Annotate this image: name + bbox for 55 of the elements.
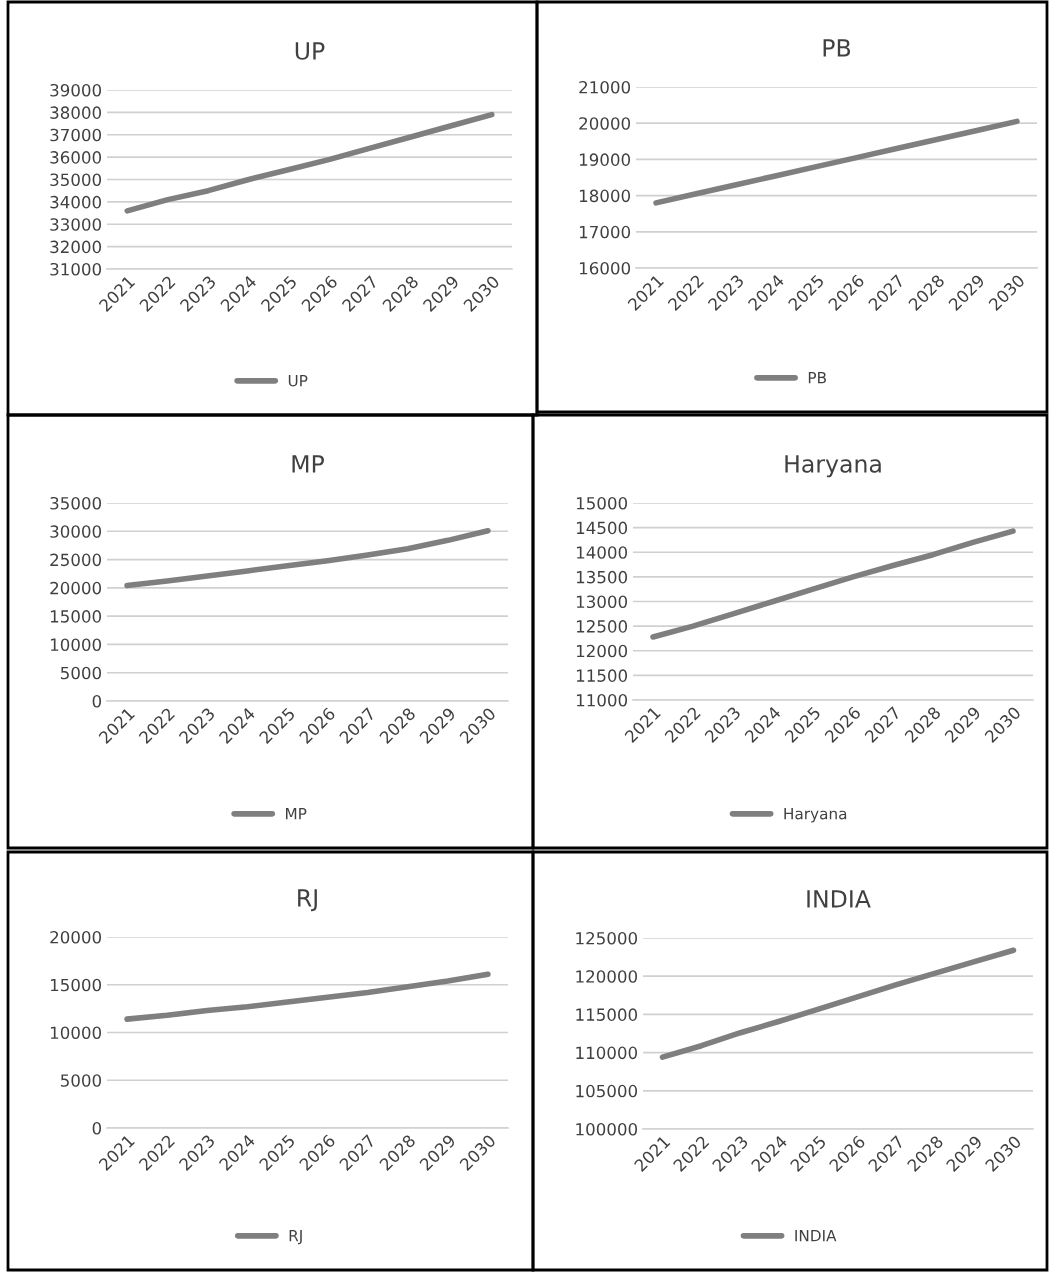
y-tick-label: 125000 [576, 931, 638, 945]
y-tick-label: 35000 [50, 173, 102, 187]
legend-label: PB [808, 372, 826, 384]
y-tick-label: 32000 [50, 240, 102, 254]
y-tick-label: 20000 [579, 117, 631, 130]
y-tick-label: 10000 [50, 1026, 102, 1040]
legend-label: UP [288, 375, 308, 387]
y-tick-label: 39000 [50, 83, 102, 97]
y-tick-label: 19000 [579, 153, 631, 166]
chart-title: RJ [298, 889, 317, 912]
y-tick-label: 15000 [50, 610, 102, 623]
y-tick-label: 37000 [50, 128, 102, 142]
y-tick-label: 11500 [576, 669, 628, 682]
y-tick-label: 115000 [576, 1008, 638, 1021]
y-tick-label: 30000 [50, 525, 102, 538]
y-tick-label: 20000 [50, 581, 102, 595]
y-tick-label: 34000 [50, 195, 102, 209]
y-tick-label: 33000 [50, 218, 102, 231]
chart-title: INDIA [807, 890, 871, 908]
y-tick-label: 14500 [576, 521, 628, 535]
y-tick-label: 13500 [576, 570, 628, 584]
chart-title: PB [823, 39, 851, 57]
chart-title: MP [292, 455, 324, 473]
y-tick-label: 21000 [579, 80, 631, 94]
y-tick-label: 14000 [576, 546, 628, 559]
y-tick-label: 25000 [50, 553, 102, 567]
y-tick-label: 5000 [61, 1074, 102, 1087]
y-tick-label: 31000 [50, 262, 102, 276]
y-tick-label: 105000 [576, 1084, 638, 1098]
y-tick-label: 100000 [576, 1122, 638, 1136]
y-tick-label: 5000 [61, 666, 102, 680]
y-tick-label: 36000 [50, 151, 102, 164]
y-tick-label: 35000 [50, 496, 102, 510]
y-tick-label: 18000 [579, 189, 631, 203]
legend-label: INDIA [795, 1230, 837, 1242]
y-tick-label: 120000 [576, 970, 638, 983]
chart-title: UP [295, 42, 325, 60]
y-tick-label: 12000 [576, 644, 628, 658]
y-tick-label: 0 [92, 1121, 102, 1135]
y-tick-label: 12500 [576, 620, 628, 633]
y-tick-label: 11000 [576, 693, 628, 707]
y-tick-label: 10000 [50, 638, 102, 651]
y-tick-label: 15000 [576, 496, 628, 510]
chart-title: Haryana [785, 455, 881, 478]
y-tick-label: 0 [92, 694, 102, 708]
y-tick-label: 13000 [576, 595, 628, 609]
y-tick-label: 110000 [576, 1046, 638, 1060]
legend-label: RJ [289, 1230, 302, 1245]
y-tick-label: 17000 [579, 225, 631, 239]
y-tick-label: 15000 [50, 978, 102, 992]
y-tick-label: 16000 [579, 261, 631, 275]
y-tick-label: 38000 [50, 106, 102, 119]
legend-label: Haryana [784, 808, 847, 823]
y-tick-label: 20000 [50, 930, 102, 944]
legend-label: MP [286, 808, 307, 820]
